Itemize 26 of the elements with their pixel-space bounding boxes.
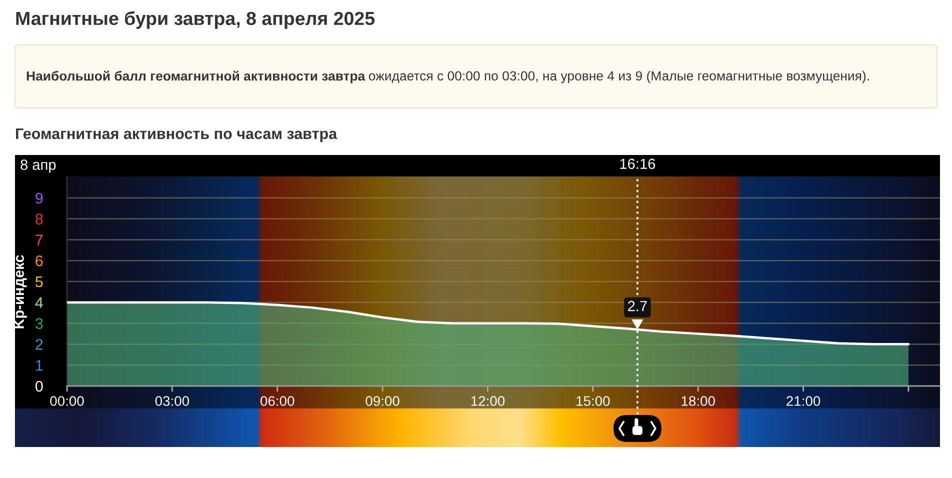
y-tick-label: 9 <box>36 192 43 204</box>
y-tick-label: 3 <box>35 318 43 329</box>
x-tick-label: 15:00 <box>576 396 610 406</box>
x-tick-label: 00:00 <box>50 396 84 406</box>
y-tick-label: 7 <box>36 234 43 246</box>
chart-title: Магнитные бури завтра, 8 апреля 2025 <box>16 11 375 29</box>
y-tick-label: 0 <box>35 380 43 392</box>
y-tick-label: 4 <box>35 297 43 308</box>
y-tick-label: 1 <box>36 360 43 371</box>
x-tick-label: 06:00 <box>260 396 294 406</box>
x-tick-label: 12:00 <box>471 396 505 406</box>
x-tick-label: 03:00 <box>155 396 190 406</box>
text: 8 апр <box>20 160 56 173</box>
chart-subtitle: Геомагнитная активность по часам завтра <box>16 128 338 142</box>
ref-line-label: 16:16 <box>620 158 656 169</box>
y-axis-title: Kp-индекс <box>14 255 27 328</box>
y-tick-label: 5 <box>36 276 43 288</box>
y-tick-label: 6 <box>36 255 43 266</box>
x-tick-label: 18:00 <box>682 396 715 406</box>
y-tick-label: 2 <box>36 339 43 350</box>
text: ожидается с 00:00 по 03:00, на уровне 4 из 9 (Малые геомагнитные возмущения). <box>368 70 869 84</box>
x-tick-label: 21:00 <box>786 396 820 406</box>
annotation: 2.7 <box>628 300 647 312</box>
y-tick-label: 8 <box>36 214 43 224</box>
text: Наибольшой балл геомагнитной активности завтра <box>26 70 366 84</box>
x-tick-label: 09:00 <box>366 396 400 406</box>
